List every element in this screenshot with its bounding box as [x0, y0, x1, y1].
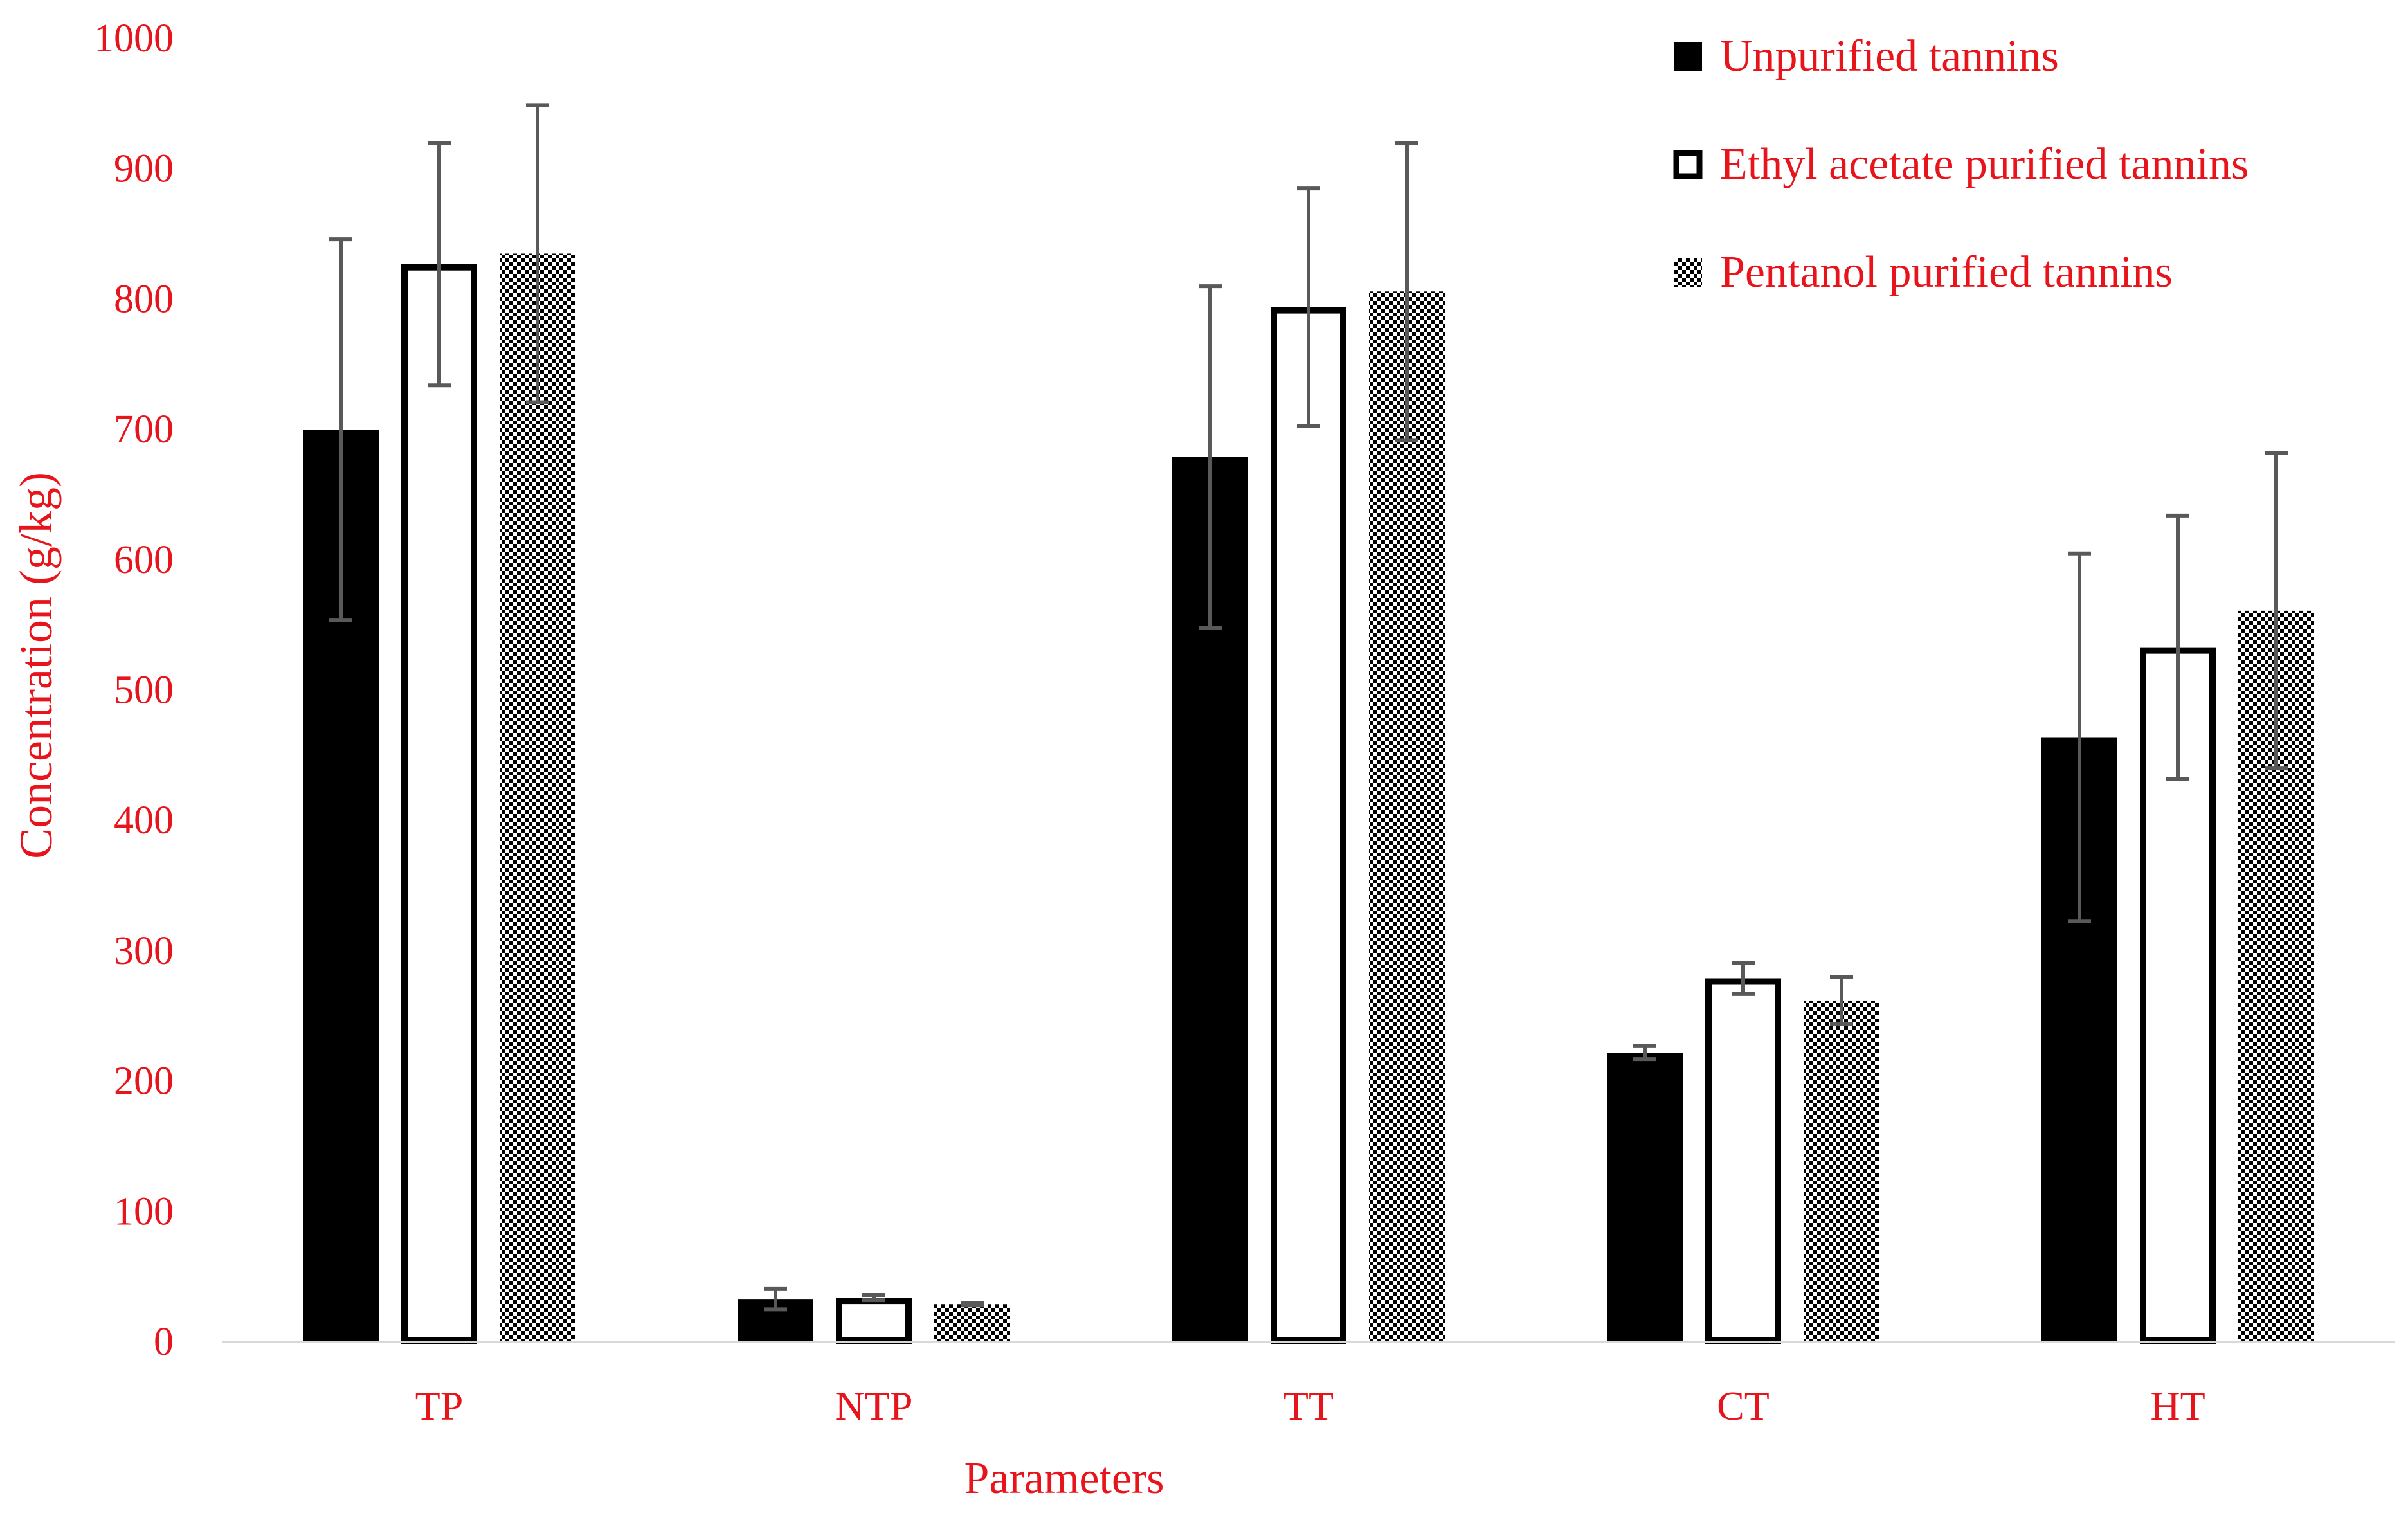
bar-ethyl-acetate-purified-tannins-tt: [1271, 307, 1346, 1344]
bar-ethyl-acetate-purified-tannins-ct: [1705, 978, 1781, 1344]
legend-item: Pentanol purified tannins: [1674, 248, 2173, 297]
y-tick-label: 100: [114, 1190, 174, 1233]
legend-label: Pentanol purified tannins: [1720, 248, 2173, 297]
error-bar: [1830, 975, 1853, 1026]
x-tick-label: TP: [415, 1383, 464, 1429]
y-tick-label: 500: [114, 669, 174, 712]
bar-pentanol-purified-tannins-ct: [1804, 1000, 1879, 1341]
y-tick-label: 900: [114, 147, 174, 191]
legend-swatch: [1673, 150, 1703, 179]
y-tick-label: 400: [114, 799, 174, 842]
y-axis-title: Concentration (g/kg): [10, 472, 62, 859]
error-bars-group: [329, 103, 2288, 1312]
legend-swatch: [1674, 258, 1702, 287]
bar-pentanol-purified-tannins-ntp: [934, 1304, 1010, 1341]
error-bar: [1297, 186, 1320, 428]
y-tick-label: 600: [114, 538, 174, 582]
bar-pentanol-purified-tannins-tp: [500, 253, 575, 1341]
legend-label: Unpurified tannins: [1720, 32, 2059, 81]
x-tick-label: NTP: [835, 1383, 913, 1429]
x-tick-label: CT: [1717, 1383, 1770, 1429]
y-tick-label: 1000: [94, 17, 174, 60]
y-axis-ticks: 0 100 200 300 400 500 600 700 800 900 1000: [94, 17, 174, 1364]
bar-pentanol-purified-tannins-tt: [1369, 291, 1445, 1341]
error-bar: [961, 1301, 984, 1308]
y-tick-label: 300: [114, 929, 174, 973]
error-bar: [1732, 961, 1755, 996]
legend-item: Ethyl acetate purified tannins: [1673, 140, 2249, 189]
legend: Unpurified tannins Ethyl acetate purified…: [1673, 32, 2249, 297]
legend-swatch: [1674, 42, 1702, 71]
y-tick-label: 200: [114, 1060, 174, 1103]
bar-series-group: [303, 253, 2314, 1345]
x-tick-label: HT: [2150, 1383, 2205, 1429]
error-bar: [2166, 513, 2189, 781]
error-bar: [862, 1293, 885, 1303]
error-bar: [2265, 451, 2288, 771]
error-bar: [1395, 141, 1418, 442]
legend-label: Ethyl acetate purified tannins: [1720, 140, 2249, 189]
y-tick-label: 800: [114, 277, 174, 321]
error-bar: [764, 1286, 787, 1312]
legend-item: Unpurified tannins: [1674, 32, 2059, 81]
x-axis-ticks: TP NTP TT CT HT: [415, 1383, 2205, 1429]
bar-unpurified-tannins-ct: [1607, 1053, 1683, 1341]
y-tick-label: 700: [114, 408, 174, 451]
error-bar: [526, 103, 549, 404]
x-tick-label: TT: [1283, 1383, 1334, 1429]
error-bar: [2068, 551, 2091, 923]
error-bar: [428, 141, 451, 388]
error-bar: [329, 237, 352, 622]
bar-ethyl-acetate-purified-tannins-tp: [401, 264, 477, 1344]
error-bar: [1199, 284, 1222, 630]
y-tick-label: 0: [154, 1320, 174, 1364]
bar-ethyl-acetate-purified-tannins-ntp: [836, 1298, 912, 1345]
x-axis-title: Parameters: [964, 1454, 1164, 1503]
error-bar: [1633, 1044, 1656, 1062]
